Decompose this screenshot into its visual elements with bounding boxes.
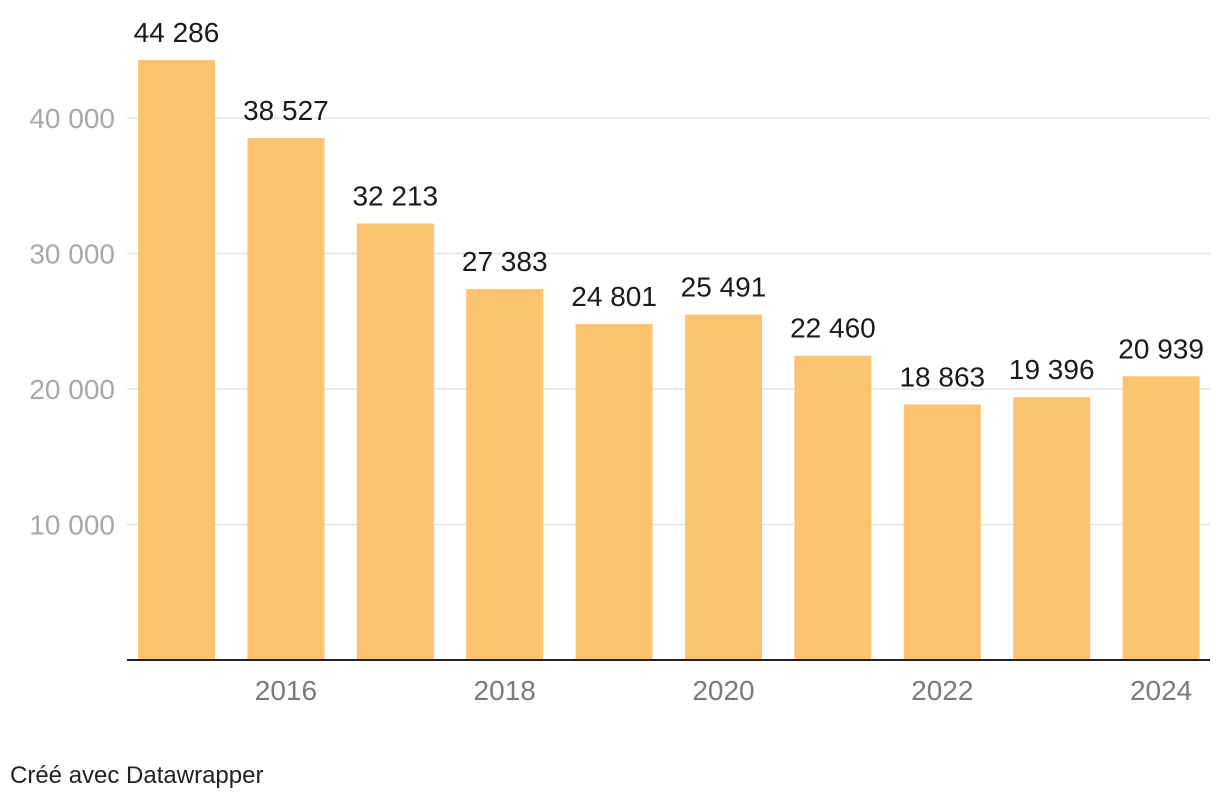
data-label: 32 213 xyxy=(352,181,438,212)
bars xyxy=(138,60,1200,661)
data-label: 22 460 xyxy=(790,313,876,344)
bar xyxy=(685,314,762,660)
x-tick-label: 2020 xyxy=(692,675,754,706)
bar xyxy=(794,355,872,660)
y-tick-label: 30 000 xyxy=(29,239,115,270)
data-label: 18 863 xyxy=(899,361,985,392)
data-label: 44 286 xyxy=(134,17,220,48)
y-tick-label: 20 000 xyxy=(29,374,115,405)
data-label: 25 491 xyxy=(681,272,767,303)
x-tick-label: 2024 xyxy=(1130,675,1192,706)
x-axis-ticks: 2016 2018 2020 2022 2024 xyxy=(255,675,1192,706)
x-tick-label: 2018 xyxy=(474,675,536,706)
data-label: 24 801 xyxy=(571,281,657,312)
bar xyxy=(1122,376,1200,660)
data-label: 38 527 xyxy=(243,95,329,126)
y-axis-ticks: 10 000 20 000 30 000 40 000 xyxy=(29,103,115,540)
x-tick-label: 2016 xyxy=(255,675,317,706)
data-label: 20 939 xyxy=(1118,333,1204,364)
y-tick-label: 40 000 xyxy=(29,103,115,134)
bar xyxy=(138,60,215,660)
footer-credit: Créé avec Datawrapper xyxy=(10,762,264,789)
bar xyxy=(903,404,981,660)
bar xyxy=(247,138,325,660)
bar xyxy=(1013,397,1091,660)
y-tick-label: 10 000 xyxy=(29,510,115,541)
data-labels: 44 286 38 527 32 213 27 383 24 801 25 491 22 4… xyxy=(134,17,1204,392)
x-tick-label: 2022 xyxy=(911,675,973,706)
data-label: 27 383 xyxy=(462,246,548,277)
bar xyxy=(356,223,434,661)
bar xyxy=(575,323,653,660)
data-label: 19 396 xyxy=(1009,354,1095,385)
bar xyxy=(466,289,544,660)
